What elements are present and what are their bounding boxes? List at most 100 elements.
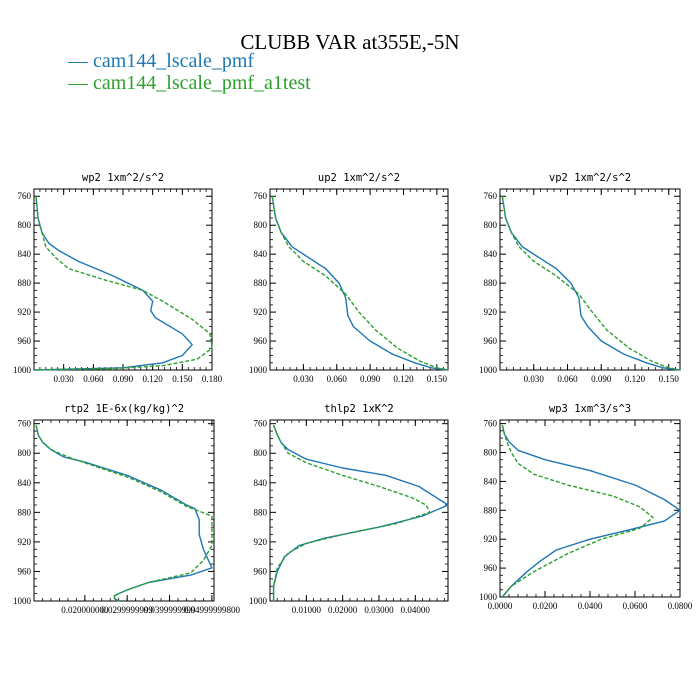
x-tick-label: 0.0400 <box>578 601 603 611</box>
series-line <box>501 196 681 371</box>
chart-panel: vp2 1xm^2/s^2 760 800 840 880 920 960 1000 0.030… <box>479 172 681 384</box>
x-tick-label: 0.0399999999 <box>144 605 196 615</box>
chart-panel: rtp2 1E-6x(kg/kg)^2 760 800 840 880 920 960 100… <box>13 403 241 615</box>
y-tick-label: 760 <box>484 191 498 201</box>
y-tick-label: 800 <box>484 448 498 458</box>
y-tick-label: 960 <box>484 563 498 573</box>
y-tick-label: 920 <box>254 537 268 547</box>
y-tick-label: 840 <box>254 249 268 259</box>
y-tick-label: 1000 <box>13 365 32 375</box>
x-tick-label: 0.090 <box>113 374 134 384</box>
x-tick-label: 0.01000 <box>292 605 322 615</box>
x-tick-label: 0.060 <box>327 374 348 384</box>
y-tick-label: 960 <box>484 336 498 346</box>
y-tick-label: 760 <box>254 191 268 201</box>
y-tick-label: 760 <box>484 419 498 429</box>
x-tick-label: 0.060 <box>557 374 578 384</box>
x-tick-label: 0.020000000 <box>61 605 109 615</box>
x-tick-label: 0.0600 <box>623 601 648 611</box>
chart-panel: thlp2 1xK^2 760 800 840 880 920 960 1000 0.01000… <box>249 403 449 615</box>
chart-panel: up2 1xm^2/s^2 760 800 840 880 920 960 1000 0.030… <box>249 172 449 384</box>
y-tick-label: 840 <box>484 476 498 486</box>
x-tick-label: 0.03000 <box>364 605 394 615</box>
y-tick-label: 840 <box>484 249 498 259</box>
series-line <box>33 196 193 371</box>
y-tick-label: 920 <box>18 537 32 547</box>
x-tick-label: 0.0200 <box>533 601 558 611</box>
y-tick-label: 960 <box>254 566 268 576</box>
y-tick-label: 800 <box>484 220 498 230</box>
x-tick-label: 0.180 <box>202 374 223 384</box>
y-tick-label: 880 <box>254 507 268 517</box>
legend-entry: — cam144_lscale_pmf <box>68 50 255 72</box>
y-tick-label: 960 <box>18 336 32 346</box>
x-tick-label: 0.02000 <box>328 605 358 615</box>
y-tick-label: 920 <box>484 307 498 317</box>
x-tick-label: 0.04000 <box>401 605 431 615</box>
series-line <box>35 425 213 602</box>
panel-title: vp2 1xm^2/s^2 <box>549 172 631 184</box>
y-tick-label: 1000 <box>249 365 268 375</box>
chart-panel: wp3 1xm^3/s^3 760 800 840 880 920 960 10000.000… <box>479 403 693 611</box>
y-tick-label: 960 <box>254 336 268 346</box>
plot-frame <box>499 419 681 598</box>
panel-title: thlp2 1xK^2 <box>324 403 394 415</box>
y-tick-label: 880 <box>484 505 498 515</box>
x-tick-label: 0.060 <box>83 374 104 384</box>
y-tick-label: 1000 <box>249 596 268 606</box>
y-tick-label: 920 <box>18 307 32 317</box>
x-tick-label: 0.04999999800 <box>184 605 241 615</box>
panel-title: wp2 1xm^2/s^2 <box>82 172 164 184</box>
x-tick-label: 0.090 <box>360 374 381 384</box>
y-tick-label: 920 <box>484 534 498 544</box>
x-tick-label: 0.0800 <box>668 601 693 611</box>
y-tick-label: 760 <box>254 419 268 429</box>
x-tick-label: 0.120 <box>625 374 646 384</box>
y-tick-label: 960 <box>18 566 32 576</box>
figure-title: CLUBB VAR at355E,-5N <box>240 30 460 54</box>
x-tick-label: 0.150 <box>659 374 680 384</box>
panel-title: rtp2 1E-6x(kg/kg)^2 <box>64 403 184 415</box>
y-tick-label: 800 <box>254 220 268 230</box>
panel-title: wp3 1xm^3/s^3 <box>549 403 631 415</box>
y-tick-label: 800 <box>18 448 32 458</box>
y-tick-label: 840 <box>18 249 32 259</box>
plot-frame <box>33 419 215 602</box>
chart-panel: wp2 1xm^2/s^2 760 800 840 880 920 960 1000 0.030… <box>13 172 223 384</box>
y-tick-label: 880 <box>254 278 268 288</box>
x-tick-label: 0.120 <box>393 374 414 384</box>
x-tick-label: 0.150 <box>427 374 448 384</box>
series-line <box>271 196 449 371</box>
x-tick-label: 0.0000 <box>488 601 513 611</box>
y-tick-label: 880 <box>18 507 32 517</box>
x-tick-label: 0.120 <box>143 374 164 384</box>
y-tick-label: 760 <box>18 191 32 201</box>
y-tick-label: 1000 <box>479 592 498 602</box>
y-tick-label: 920 <box>254 307 268 317</box>
y-tick-label: 840 <box>18 478 32 488</box>
y-tick-label: 880 <box>18 278 32 288</box>
series-line <box>272 424 449 601</box>
y-tick-label: 760 <box>18 419 32 429</box>
legend-entry: — cam144_lscale_pmf_a1test <box>68 72 311 94</box>
series-line <box>35 425 213 602</box>
plot-frame <box>269 419 449 602</box>
plot-frame <box>269 188 449 371</box>
y-tick-label: 1000 <box>13 596 32 606</box>
plot-frame <box>499 188 681 371</box>
plot-frame <box>33 188 213 371</box>
y-tick-label: 800 <box>254 448 268 458</box>
y-tick-label: 880 <box>484 278 498 288</box>
y-tick-label: 1000 <box>479 365 498 375</box>
y-tick-label: 800 <box>18 220 32 230</box>
x-tick-label: 0.0299999999 <box>101 605 153 615</box>
x-tick-label: 0.150 <box>172 374 193 384</box>
series-line <box>271 196 449 371</box>
series-line <box>501 424 654 598</box>
series-line <box>501 424 681 598</box>
x-tick-label: 0.030 <box>524 374 545 384</box>
x-tick-label: 0.030 <box>293 374 314 384</box>
y-tick-label: 840 <box>254 478 268 488</box>
